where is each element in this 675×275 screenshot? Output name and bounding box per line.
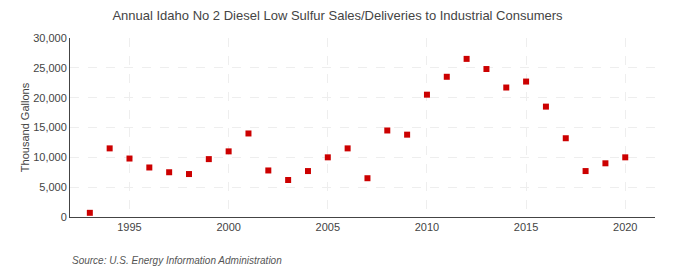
svg-text:30,000: 30,000	[33, 32, 67, 44]
svg-text:Source: U.S. Energy Informatio: Source: U.S. Energy Information Administ…	[72, 255, 282, 266]
svg-text:0: 0	[61, 211, 67, 223]
svg-text:2010: 2010	[415, 221, 439, 233]
svg-text:25,000: 25,000	[33, 62, 67, 74]
svg-text:5,000: 5,000	[39, 181, 67, 193]
svg-text:2015: 2015	[514, 221, 538, 233]
svg-text:20,000: 20,000	[33, 92, 67, 104]
svg-text:2005: 2005	[316, 221, 340, 233]
svg-text:1995: 1995	[117, 221, 141, 233]
svg-text:10,000: 10,000	[33, 151, 67, 163]
svg-text:Thousand Gallons: Thousand Gallons	[19, 82, 31, 172]
svg-text:2000: 2000	[216, 221, 240, 233]
svg-text:Annual Idaho No 2 Diesel Low S: Annual Idaho No 2 Diesel Low Sulfur Sale…	[112, 8, 563, 23]
svg-text:2020: 2020	[613, 221, 637, 233]
svg-text:15,000: 15,000	[33, 121, 67, 133]
